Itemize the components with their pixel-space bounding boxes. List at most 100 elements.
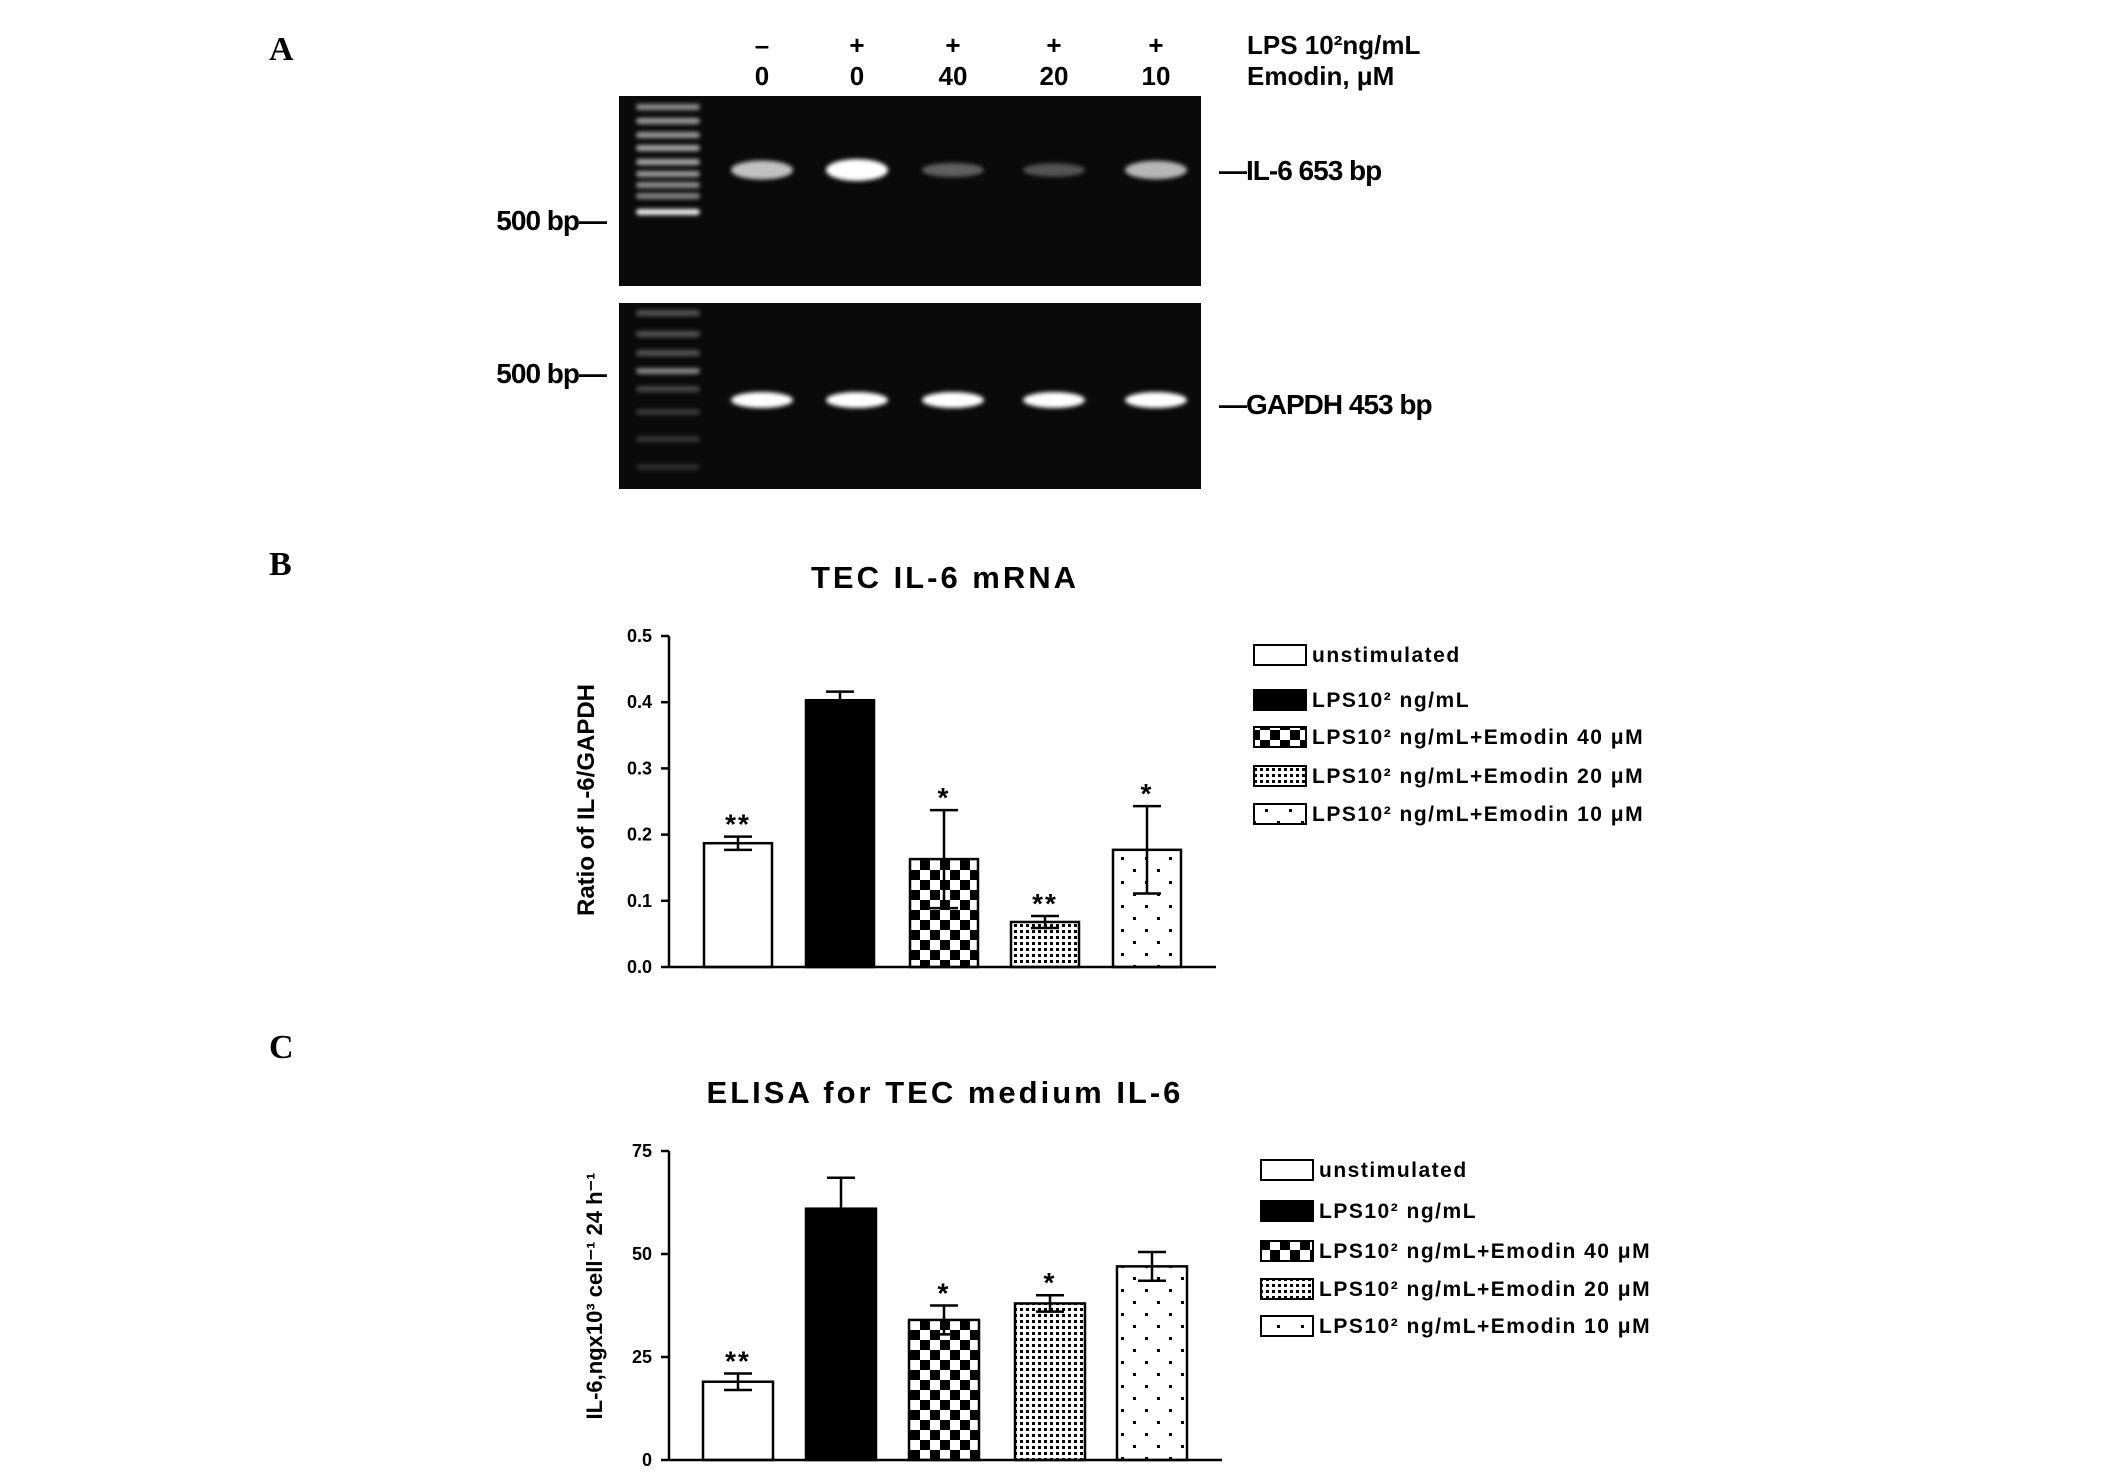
gel-il6-background [619, 96, 1201, 286]
ladder-band [636, 104, 700, 110]
gel-gapdh-band-lane-4 [1023, 392, 1085, 408]
legend-item-1: unstimulated [1253, 644, 1461, 667]
il6-band-label: —IL-6 653 bp [1219, 155, 1381, 186]
bar-1 [702, 841, 774, 969]
legend-item-5: LPS10² ng/mL+Emodin 10 μM [1260, 1315, 1650, 1338]
bar-4 [1013, 1302, 1087, 1462]
chart-il6-mrna: TEC IL-6 mRNA Ratio of IL-6/GAPDH ******… [573, 560, 1644, 977]
ladder-band [636, 209, 700, 215]
legend-item-5: LPS10² ng/mL+Emodin 10 μM [1253, 803, 1644, 826]
legend-label: LPS10² ng/mL+Emodin 20 μM [1312, 765, 1644, 788]
ladder-band [636, 171, 700, 177]
ladder-band [636, 331, 700, 337]
lane-1-lps-sign: – [755, 30, 769, 60]
bar-1 [701, 1380, 775, 1462]
legend-swatch [1253, 765, 1307, 787]
error-bar-2 [826, 690, 854, 711]
marker-500bp-label-bottom: 500 bp— [496, 358, 607, 389]
chart-elisa-il6: ELISA for TEC medium IL-6 IL-6,ngx10³ ce… [582, 1075, 1651, 1470]
legend-item-2: LPS10² ng/mL [1260, 1200, 1477, 1223]
legend-item-3: LPS10² ng/mL+Emodin 40 μM [1260, 1240, 1650, 1263]
ladder-band [636, 145, 700, 151]
y-tick-label: 0 [642, 1450, 652, 1470]
legend-item-4: LPS10² ng/mL+Emodin 20 μM [1260, 1278, 1651, 1301]
y-tick-label: 0.1 [627, 891, 652, 911]
gel-gapdh-band-lane-5 [1125, 392, 1187, 408]
significance-mark-3: * [938, 782, 951, 813]
legend-label: LPS10² ng/mL+Emodin 20 μM [1319, 1278, 1651, 1301]
legend-item-3: LPS10² ng/mL+Emodin 40 μM [1253, 726, 1644, 749]
legend-label: unstimulated [1312, 644, 1461, 667]
significance-mark-3: * [938, 1278, 951, 1309]
error-bar-1 [724, 1372, 752, 1392]
legend-swatch [1260, 1200, 1314, 1222]
legend-swatch [1260, 1159, 1314, 1181]
significance-mark-1: ** [725, 809, 751, 840]
gel-gapdh-background [619, 303, 1201, 489]
significance-mark-4: ** [1032, 888, 1058, 919]
error-bar-5 [1138, 1250, 1166, 1283]
legend-label: LPS10² ng/mL [1319, 1200, 1477, 1223]
error-bar-2 [827, 1176, 855, 1241]
y-tick-label: 0.3 [627, 758, 652, 778]
legend-label: LPS10² ng/mL [1312, 689, 1470, 712]
legend-item-4: LPS10² ng/mL+Emodin 20 μM [1253, 765, 1644, 788]
panel-label-c: C [269, 1029, 294, 1066]
y-tick-label: 25 [632, 1347, 652, 1367]
legend-item-1: unstimulated [1260, 1159, 1466, 1182]
emodin-dose-label: Emodin, μM [1247, 61, 1394, 91]
lane-1-emodin-dose: 0 [755, 61, 769, 91]
legend-swatch [1253, 803, 1307, 825]
chart-title: TEC IL-6 mRNA [811, 560, 1079, 595]
ladder-band [636, 350, 700, 356]
gel-il6-band-lane-5 [1125, 160, 1187, 180]
gel-gapdh-band-lane-3 [922, 392, 984, 408]
bar-5 [1115, 1265, 1189, 1462]
lane-5-lps-sign: + [1148, 30, 1163, 60]
marker-500bp-label-top: 500 bp— [496, 205, 607, 236]
ladder-band [636, 118, 700, 124]
gel-il6-band-lane-4 [1023, 163, 1085, 177]
chart-title: ELISA for TEC medium IL-6 [707, 1075, 1184, 1110]
y-tick-label: 0.5 [627, 626, 652, 646]
legend-swatch [1253, 644, 1307, 666]
gel-il6-band-lane-2 [826, 159, 888, 181]
gel-gapdh-band-lane-1 [731, 392, 793, 408]
panel-label-a: A [269, 31, 294, 68]
gel-il6-band-lane-3 [922, 162, 984, 178]
ladder-band [636, 368, 700, 374]
bar-2 [804, 1207, 878, 1462]
bar-3 [907, 1318, 981, 1462]
ladder-band [636, 182, 700, 188]
significance-mark-1: ** [725, 1345, 751, 1376]
ladder-band [636, 464, 700, 470]
legend-swatch [1260, 1315, 1314, 1337]
ladder-band [636, 409, 700, 415]
gel-panel: –0+0+40+20+10 LPS 10²ng/mL Emodin, μM 50… [496, 30, 1433, 489]
significance-mark-4: * [1044, 1267, 1057, 1298]
lps-condition-label: LPS 10²ng/mL [1247, 30, 1420, 60]
gel-il6 [619, 96, 1201, 286]
panel-label-b: B [269, 546, 292, 583]
lane-5-emodin-dose: 10 [1142, 61, 1171, 91]
lane-3-emodin-dose: 40 [939, 61, 968, 91]
ladder-band [636, 436, 700, 442]
error-bar-4 [1031, 914, 1059, 930]
legend-item-2: LPS10² ng/mL [1253, 689, 1470, 712]
gel-il6-band-lane-1 [731, 160, 793, 180]
y-tick-label: 0.2 [627, 825, 652, 845]
gel-gapdh-band-lane-2 [826, 392, 888, 408]
y-axis-label: IL-6,ngx10³ cell⁻¹ 24 h⁻¹ [582, 1173, 607, 1420]
gel-lane-header: –0+0+40+20+10 [755, 30, 1171, 91]
lane-2-emodin-dose: 0 [850, 61, 864, 91]
legend-label: LPS10² ng/mL+Emodin 10 μM [1312, 803, 1644, 826]
error-bar-4 [1036, 1293, 1064, 1313]
legend-label: LPS10² ng/mL+Emodin 40 μM [1312, 726, 1644, 749]
y-tick-label: 0.4 [627, 692, 652, 712]
gapdh-band-label: —GAPDH 453 bp [1219, 389, 1432, 420]
bar-2 [804, 698, 876, 969]
legend-swatch [1260, 1240, 1314, 1262]
lane-3-lps-sign: + [945, 30, 960, 60]
ladder-band [636, 310, 700, 316]
